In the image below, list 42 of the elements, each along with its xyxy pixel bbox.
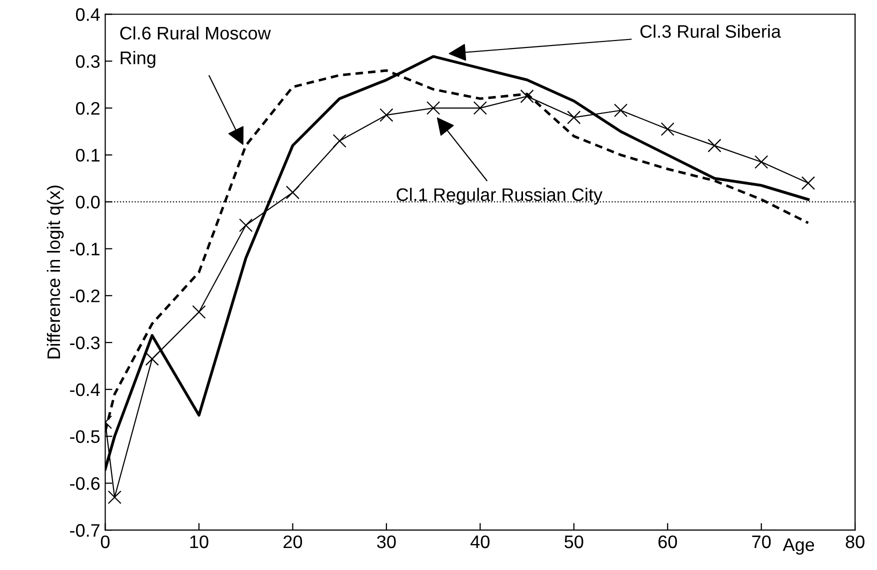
point bbox=[801, 176, 816, 190]
y-axis-title: Difference in logit q(x) bbox=[46, 186, 64, 358]
point bbox=[473, 101, 487, 115]
point bbox=[708, 138, 722, 152]
y-tick-label: 0.1 bbox=[76, 148, 100, 162]
point bbox=[567, 110, 581, 124]
point bbox=[614, 104, 628, 118]
y-tick-label: -0.2 bbox=[70, 290, 100, 302]
point bbox=[660, 122, 674, 136]
x-tick-label: 50 bbox=[564, 535, 584, 548]
point bbox=[380, 108, 394, 122]
y-tick-label: 0.2 bbox=[76, 102, 100, 115]
y-tick-label: -0.1 bbox=[70, 242, 100, 256]
y-tick-label: -0.4 bbox=[70, 383, 100, 396]
text: Cl.1 Regular Russian City bbox=[396, 188, 602, 205]
x-tick-label: 0 bbox=[100, 535, 110, 548]
point bbox=[520, 90, 534, 104]
y-tick-label: -0.3 bbox=[70, 336, 100, 350]
x-tick-label: 20 bbox=[284, 535, 302, 548]
x-tick-label: 30 bbox=[377, 535, 396, 548]
x-axis-title: Age bbox=[782, 538, 814, 555]
point bbox=[192, 305, 206, 319]
x-tick-label: 70 bbox=[752, 535, 771, 548]
point bbox=[108, 490, 122, 504]
y-tick-label: 0.4 bbox=[76, 8, 100, 21]
x-tick-label: 40 bbox=[470, 535, 490, 548]
y-tick-label: 0.0 bbox=[76, 196, 100, 209]
point bbox=[754, 155, 768, 169]
point bbox=[239, 218, 253, 232]
point bbox=[332, 134, 346, 148]
series-label: Cl.6 Rural Moscow Ring bbox=[120, 26, 271, 68]
point bbox=[286, 186, 300, 200]
x-tick-label: 60 bbox=[658, 535, 677, 548]
y-tick-label: 0.3 bbox=[76, 55, 100, 68]
point bbox=[145, 352, 159, 366]
y-tick-label: -0.6 bbox=[70, 477, 100, 490]
x-tick-label: 80 bbox=[846, 535, 864, 548]
point bbox=[426, 101, 440, 115]
y-tick-label: -0.5 bbox=[70, 430, 100, 444]
text: Cl.3 Rural Siberia bbox=[640, 24, 781, 38]
x-tick-label: 10 bbox=[190, 535, 208, 548]
y-tick-label: -0.7 bbox=[70, 524, 100, 537]
